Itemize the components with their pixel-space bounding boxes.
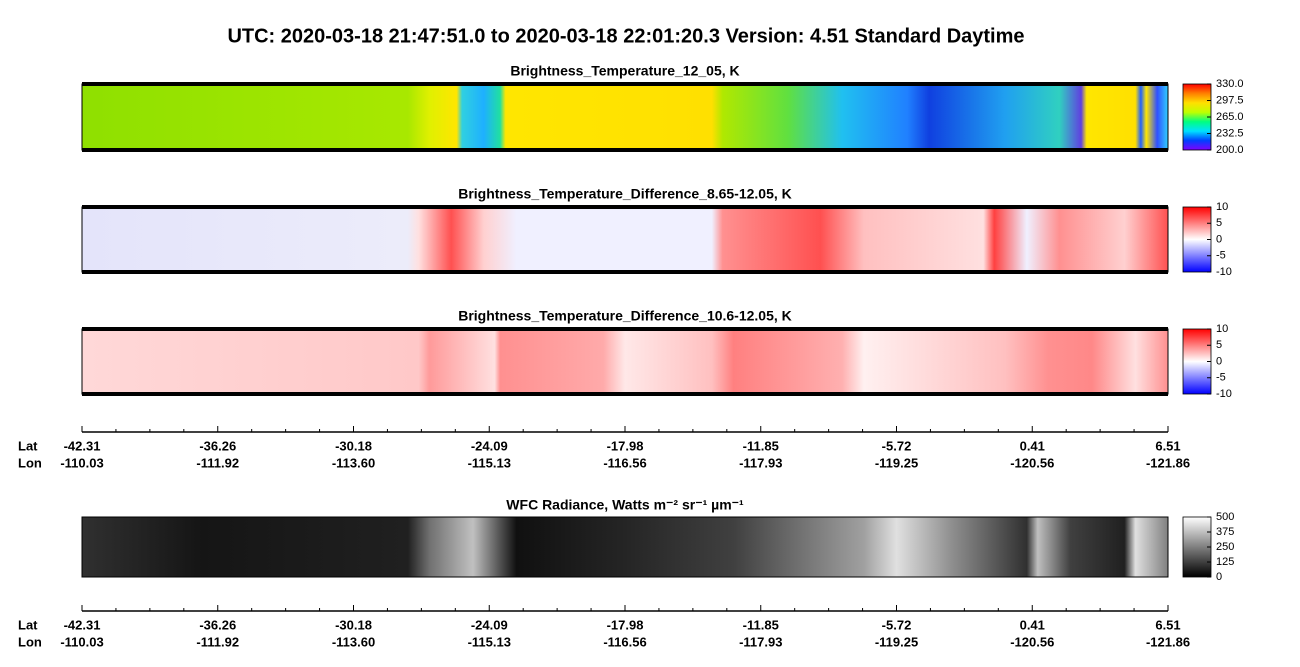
lat-tick-label: -24.09: [471, 438, 508, 453]
lat-tick-label: -17.98: [607, 438, 644, 453]
lat-tick-label: -42.31: [64, 438, 101, 453]
lon-tick-label: -110.03: [60, 455, 103, 470]
lon-label: Lon: [18, 455, 42, 470]
panel-title: Brightness_Temperature_Difference_10.6-1…: [458, 308, 792, 324]
lon-tick-label: -111.92: [196, 455, 239, 470]
lat-tick-label: 0.41: [1020, 617, 1045, 632]
colorbar-tick-label: 5: [1216, 217, 1222, 229]
lon-tick-label: -110.03: [60, 634, 103, 649]
panel-title: Brightness_Temperature_12_05, K: [510, 63, 739, 79]
panel-title: Brightness_Temperature_Difference_8.65-1…: [458, 186, 792, 202]
lon-tick-label: -121.86: [1146, 455, 1190, 470]
lon-tick-label: -116.56: [603, 634, 646, 649]
colorbar-tick-label: -10: [1216, 266, 1232, 278]
lon-label: Lon: [18, 634, 42, 649]
lat-tick-label: 6.51: [1155, 617, 1180, 632]
lat-tick-label: -5.72: [882, 438, 912, 453]
colorbar-tick-label: 10: [1216, 201, 1228, 213]
lat-tick-label: -5.72: [882, 617, 912, 632]
lon-tick-label: -111.92: [196, 634, 239, 649]
colorbar-tick-label: -5: [1216, 250, 1226, 262]
colorbar-tick-label: 297.5: [1216, 94, 1244, 106]
scan-edge: [82, 148, 1168, 152]
colorbar-tick-label: 265.0: [1216, 111, 1244, 123]
lat-tick-label: -42.31: [64, 617, 101, 632]
colorbar-tick-label: 10: [1216, 323, 1228, 335]
scan-edge: [82, 327, 1168, 331]
lon-tick-label: -120.56: [1010, 634, 1054, 649]
lat-tick-label: -30.18: [335, 438, 372, 453]
lon-tick-label: -117.93: [739, 455, 782, 470]
lat-tick-label: -24.09: [471, 617, 508, 632]
lon-tick-label: -119.25: [875, 455, 918, 470]
lat-tick-label: -30.18: [335, 617, 372, 632]
image: [81, 516, 1169, 578]
colorbar-tick-label: 5: [1216, 339, 1222, 351]
lon-tick-label: -115.13: [468, 634, 511, 649]
lat-label: Lat: [18, 438, 38, 453]
lon-tick-label: -121.86: [1146, 634, 1190, 649]
lat-tick-label: -17.98: [607, 617, 644, 632]
scan-edge: [82, 205, 1168, 209]
panel-title: WFC Radiance, Watts m⁻² sr⁻¹ µm⁻¹: [506, 497, 744, 513]
colorbar-tick-label: 0: [1216, 355, 1222, 367]
scan-edge: [82, 270, 1168, 274]
colorbar-tick-label: -5: [1216, 372, 1226, 384]
lat-tick-label: -11.85: [743, 617, 779, 632]
colorbar-tick-label: 200.0: [1216, 144, 1244, 156]
colorbar-tick-label: 125: [1216, 556, 1234, 568]
colorbar-tick-label: 375: [1216, 526, 1234, 538]
lat-tick-label: -36.26: [199, 438, 236, 453]
lon-tick-label: -117.93: [739, 634, 782, 649]
lat-label: Lat: [18, 617, 38, 632]
colorbar-tick-label: 500: [1216, 511, 1234, 523]
lon-tick-label: -119.25: [875, 634, 918, 649]
colorbar-tick-label: 330.0: [1216, 78, 1244, 90]
colorbar-tick-label: 0: [1216, 571, 1222, 583]
lat-tick-label: -11.85: [743, 438, 779, 453]
image: [81, 83, 1169, 151]
lat-tick-label: 6.51: [1155, 438, 1180, 453]
colorbar-tick-label: 0: [1216, 233, 1222, 245]
title: UTC: 2020-03-18 21:47:51.0 to 2020-03-18…: [227, 25, 1024, 47]
lat-tick-label: -36.26: [199, 617, 236, 632]
colorbar-tick-label: 232.5: [1216, 127, 1244, 139]
lon-tick-label: -116.56: [603, 455, 646, 470]
lon-tick-label: -113.60: [332, 634, 375, 649]
colorbar-tick-label: -10: [1216, 388, 1232, 400]
image: [81, 328, 1169, 395]
lon-tick-label: -120.56: [1010, 455, 1054, 470]
lat-tick-label: 0.41: [1020, 438, 1045, 453]
colorbar: [1182, 516, 1212, 578]
colorbar-tick-label: 250: [1216, 541, 1234, 553]
image: [81, 206, 1169, 273]
lon-tick-label: -113.60: [332, 455, 375, 470]
scan-edge: [82, 392, 1168, 396]
lon-tick-label: -115.13: [468, 455, 511, 470]
scan-edge: [82, 82, 1168, 86]
colorbar: [1182, 83, 1212, 151]
colorbar: [1182, 328, 1212, 395]
colorbar: [1182, 206, 1212, 273]
